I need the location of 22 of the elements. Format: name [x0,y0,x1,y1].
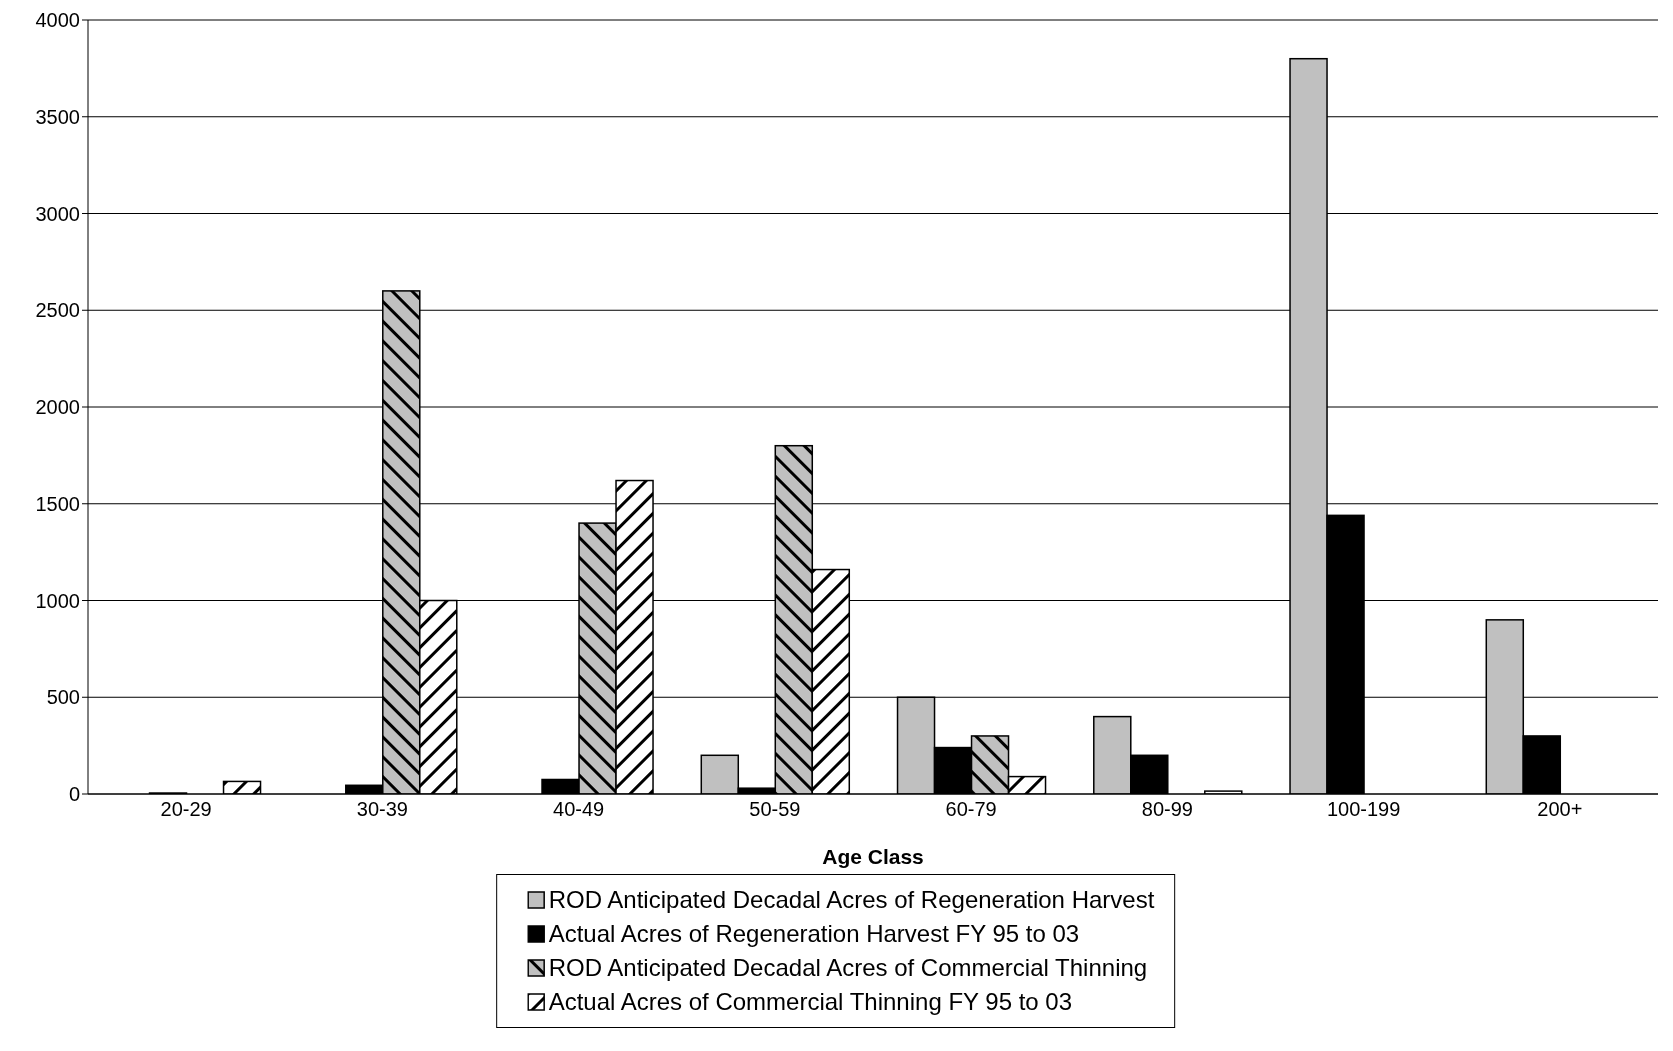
x-tick-label: 80-99 [1141,798,1193,821]
x-axis-title: Age Class [822,845,924,868]
y-tick-label: 3000 [35,202,80,225]
x-tick-label: 100-199 [1326,798,1401,821]
legend-label: Actual Acres of Commercial Thinning FY 95 to 03 [548,987,1073,1017]
x-tick-label: 30-39 [356,798,408,821]
y-tick-label: 2000 [35,396,80,419]
x-tick-label: 40-49 [553,798,605,821]
y-tick-label: 500 [46,686,80,709]
legend-label: ROD Anticipated Decadal Acres of Regeneration Harvest [548,885,1155,915]
y-tick-label: 1500 [35,492,80,515]
x-tick-label: 20-29 [160,798,212,821]
y-tick-label: 3500 [35,105,80,128]
y-tick-label: 1000 [35,589,80,612]
y-tick-label: 0 [68,783,80,806]
legend-label: ROD Anticipated Decadal Acres of Commercial Thinning [548,953,1148,983]
y-tick-label: 2500 [35,299,80,322]
x-tick-label: 50-59 [749,798,801,821]
x-tick-label: 60-79 [945,798,997,821]
legend-label: Actual Acres of Regeneration Harvest FY 95 to 03 [548,919,1080,949]
y-tick-label: 4000 [35,9,80,32]
x-tick-label: 200+ [1537,798,1583,821]
